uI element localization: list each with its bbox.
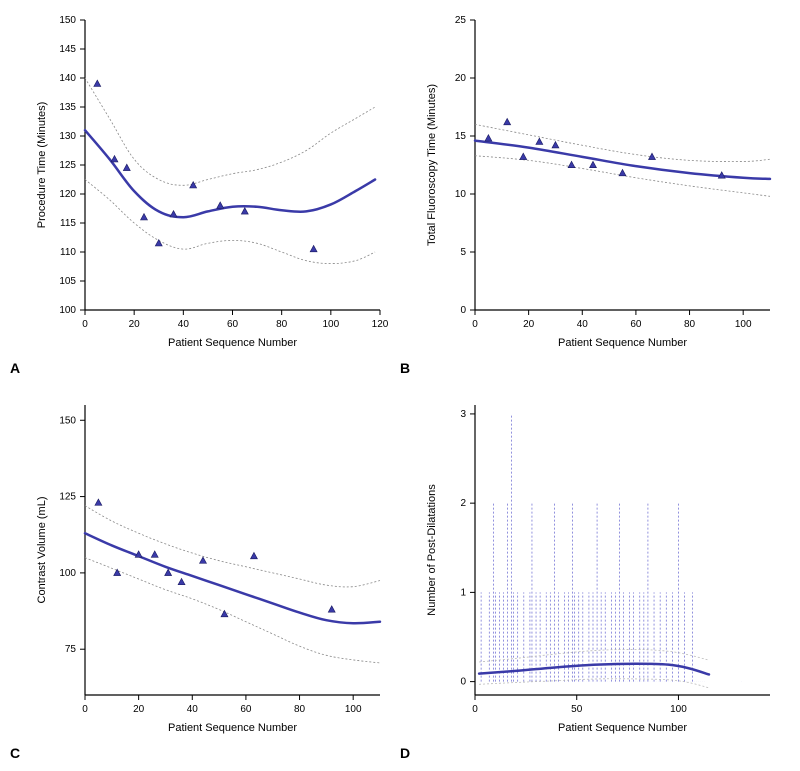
svg-text:80: 80 — [684, 319, 696, 330]
svg-text:15: 15 — [455, 131, 467, 142]
svg-text:Contrast Volume (mL): Contrast Volume (mL) — [36, 497, 48, 604]
svg-text:Patient Sequence Number: Patient Sequence Number — [168, 722, 297, 734]
svg-text:135: 135 — [59, 102, 76, 113]
panel-d-label: D — [400, 745, 410, 761]
svg-text:75: 75 — [65, 644, 77, 655]
svg-text:0: 0 — [472, 704, 478, 715]
svg-text:40: 40 — [187, 704, 199, 715]
svg-text:150: 150 — [59, 415, 76, 426]
panel-d: 0 50 100 0 1 2 3 Patient Sequence Number Number … — [420, 395, 780, 745]
svg-text:0: 0 — [472, 319, 478, 330]
svg-text:100: 100 — [322, 319, 339, 330]
svg-text:Patient Sequence Number: Patient Sequence Number — [168, 337, 297, 349]
svg-text:Procedure Time (Minutes): Procedure Time (Minutes) — [36, 102, 48, 229]
svg-text:100: 100 — [59, 568, 76, 579]
panel-b: 0 20 40 60 80 100 0 5 10 15 20 25 Patient Sequence N… — [420, 10, 780, 360]
svg-text:0: 0 — [82, 319, 88, 330]
svg-text:25: 25 — [455, 15, 467, 26]
panel-a: 0 20 40 60 80 100 120 100 105 110 115 120 125 130 135 1… — [30, 10, 390, 360]
svg-text:0: 0 — [460, 677, 466, 688]
svg-text:145: 145 — [59, 44, 76, 55]
panel-c-label: C — [10, 745, 20, 761]
svg-text:Patient Sequence Number: Patient Sequence Number — [558, 722, 687, 734]
svg-text:Patient Sequence Number: Patient Sequence Number — [558, 337, 687, 349]
svg-text:20: 20 — [455, 73, 467, 84]
svg-text:110: 110 — [60, 247, 76, 258]
svg-text:60: 60 — [630, 319, 642, 330]
figure-page: 0204060801001201001051101151201251301351… — [0, 0, 800, 771]
panel-a-label: A — [10, 360, 20, 376]
svg-text:20: 20 — [129, 319, 141, 330]
svg-text:20: 20 — [523, 319, 535, 330]
svg-text:Number of Post-Dilatations: Number of Post-Dilatations — [426, 484, 438, 616]
svg-text:100: 100 — [735, 319, 752, 330]
svg-text:80: 80 — [276, 319, 288, 330]
svg-text:120: 120 — [372, 319, 389, 330]
svg-text:50: 50 — [571, 704, 583, 715]
svg-text:5: 5 — [460, 247, 466, 258]
svg-text:100: 100 — [345, 704, 362, 715]
svg-text:40: 40 — [178, 319, 190, 330]
svg-text:3: 3 — [460, 409, 466, 420]
panel-b-label: B — [400, 360, 410, 376]
svg-text:2: 2 — [460, 498, 466, 509]
svg-text:40: 40 — [577, 319, 589, 330]
svg-text:10: 10 — [455, 189, 467, 200]
svg-text:80: 80 — [294, 704, 306, 715]
svg-text:130: 130 — [59, 131, 76, 142]
panel-c: 0 20 40 60 80 100 75 100 125 150 Patient Sequence … — [30, 395, 390, 745]
svg-text:150: 150 — [59, 15, 76, 26]
svg-text:115: 115 — [60, 218, 76, 229]
svg-text:140: 140 — [59, 73, 76, 84]
svg-text:Total Fluoroscopy Time (Minute: Total Fluoroscopy Time (Minutes) — [426, 84, 438, 246]
svg-text:105: 105 — [59, 276, 76, 287]
svg-text:100: 100 — [59, 305, 76, 316]
svg-text:60: 60 — [240, 704, 252, 715]
svg-text:1: 1 — [460, 587, 466, 598]
svg-text:100: 100 — [670, 704, 687, 715]
svg-text:0: 0 — [82, 704, 88, 715]
svg-text:120: 120 — [59, 189, 76, 200]
svg-text:60: 60 — [227, 319, 239, 330]
svg-text:20: 20 — [133, 704, 145, 715]
svg-text:0: 0 — [460, 305, 466, 316]
svg-text:125: 125 — [59, 492, 76, 503]
svg-text:125: 125 — [59, 160, 76, 171]
